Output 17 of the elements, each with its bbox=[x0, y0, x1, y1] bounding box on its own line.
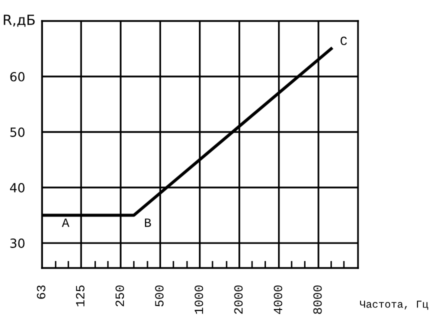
x-tick-label: 1000 bbox=[194, 285, 204, 314]
annotation: C bbox=[340, 36, 347, 46]
y-tick-label: 50 bbox=[10, 127, 25, 137]
annotation: B bbox=[144, 218, 152, 227]
y-tick-label: 30 bbox=[10, 238, 25, 248]
y-tick-label: 60 bbox=[10, 72, 25, 82]
y-tick-label: 40 bbox=[10, 182, 25, 192]
x-tick-label: 125 bbox=[76, 285, 84, 306]
x-tick-label: 8000 bbox=[313, 285, 322, 314]
x-axis-title: Частота, Гц bbox=[360, 300, 428, 310]
x-tick-label: 63 bbox=[36, 285, 46, 299]
annotation: A bbox=[62, 218, 70, 227]
x-tick-label: 500 bbox=[155, 285, 164, 306]
x-tick-label: 250 bbox=[116, 285, 124, 306]
x-tick-label: 4000 bbox=[274, 285, 282, 314]
x-tick-label: 2000 bbox=[234, 285, 243, 314]
y-axis-title: R,дБ bbox=[4, 14, 35, 27]
